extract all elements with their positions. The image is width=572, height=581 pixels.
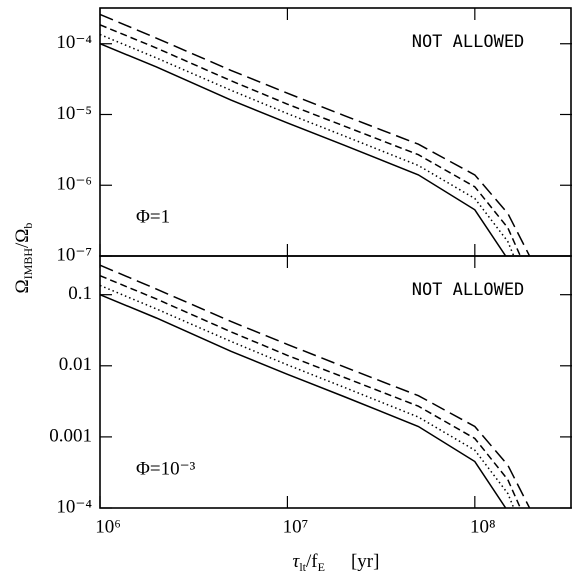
annotation: NOT ALLOWED bbox=[412, 280, 525, 300]
line-series bbox=[100, 293, 507, 508]
y-tick-label: 10⁻⁵ bbox=[56, 103, 92, 124]
series-group bbox=[100, 13, 531, 256]
line-series bbox=[100, 284, 515, 508]
line-series bbox=[100, 33, 515, 256]
y-tick-label: 10⁻⁶ bbox=[56, 174, 92, 195]
line-series bbox=[100, 24, 522, 256]
annotation: NOT ALLOWED bbox=[412, 32, 525, 52]
line-series bbox=[100, 264, 531, 508]
x-axis-label: τlt/fE [yr] bbox=[293, 551, 380, 573]
plot-frame bbox=[99, 255, 572, 509]
y-axis-label: ΩIMBH/Ωb bbox=[12, 223, 34, 294]
annotation: Φ=10⁻³ bbox=[136, 458, 196, 479]
series-group bbox=[100, 264, 531, 508]
line-series bbox=[100, 274, 522, 508]
line-series bbox=[100, 13, 531, 256]
y-tick-label: 0.01 bbox=[59, 354, 92, 375]
x-tick-label: 10⁶ bbox=[95, 516, 121, 537]
y-tick-label: 0.1 bbox=[68, 283, 92, 304]
y-tick-label: 10⁻⁴ bbox=[56, 496, 92, 517]
line-series bbox=[100, 43, 507, 256]
y-tick-label: 10⁻⁴ bbox=[56, 32, 92, 53]
y-tick-label: 10⁻⁷ bbox=[56, 244, 92, 265]
x-tick-label: 10⁸ bbox=[470, 516, 496, 537]
annotation: Φ=1 bbox=[136, 206, 170, 227]
x-tick-label: 10⁷ bbox=[283, 516, 309, 537]
y-tick-label: 0.001 bbox=[49, 425, 92, 446]
